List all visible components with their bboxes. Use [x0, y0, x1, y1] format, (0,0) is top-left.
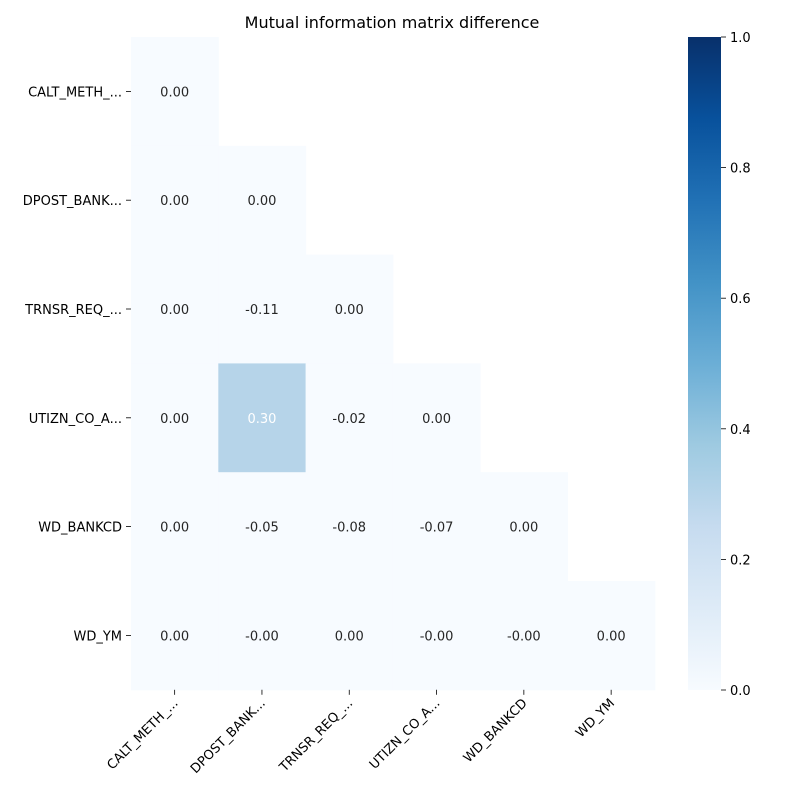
heatmap-cell — [567, 581, 656, 691]
heatmap-cell — [392, 363, 481, 473]
x-axis: CALT_METH_... DPOST_BANK... TRNSR_REQ_... U… — [104, 689, 618, 777]
cell-value-label: -0.11 — [245, 303, 279, 318]
heatmap-cell — [392, 581, 481, 691]
heatmap-cell — [305, 472, 394, 582]
cell-value-label: -0.05 — [245, 521, 279, 536]
colorbar-gradient — [688, 37, 721, 690]
heatmap-cell — [131, 254, 219, 364]
y-tick-label: TRNSR_REQ_... — [24, 303, 122, 318]
y-tick-label: CALT_METH_... — [28, 85, 122, 100]
cell-value-label: 0.00 — [422, 412, 451, 427]
x-tick-label: UTIZN_CO_A... — [367, 696, 444, 773]
colorbar-ticks: 0.0 0.2 0.4 0.6 0.8 1.0 — [721, 31, 751, 699]
y-axis: CALT_METH_... DPOST_BANK... TRNSR_REQ_... U… — [23, 85, 131, 644]
colorbar-tick-label: 0.4 — [730, 423, 751, 438]
cell-value-label: 0.00 — [160, 629, 189, 644]
cell-value-label: -0.07 — [420, 521, 454, 536]
heatmap-cell — [218, 145, 307, 256]
colorbar-tick-label: 0.2 — [730, 553, 751, 568]
heatmap-cell — [131, 581, 219, 691]
heatmap-cell-labels: 0.00 0.00 0.00 0.00 -0.11 0.00 0.00 0.30 -0.02 0.… — [160, 85, 625, 644]
y-tick-label: UTIZN_CO_A... — [29, 412, 122, 427]
cell-value-label: 0.00 — [160, 85, 189, 100]
heatmap-cell — [131, 363, 219, 473]
colorbar-tick-label: 0.8 — [730, 162, 751, 177]
cell-value-label: -0.08 — [332, 521, 366, 536]
colorbar-tick-label: 0.0 — [730, 684, 751, 699]
heatmap-cell — [131, 145, 219, 256]
y-tick-label: WD_YM — [73, 629, 122, 644]
cell-value-label: 0.00 — [160, 303, 189, 318]
cell-value-label: 0.00 — [335, 629, 364, 644]
cell-value-label: 0.00 — [597, 629, 626, 644]
heatmap-cell — [218, 581, 307, 691]
heatmap-cell — [131, 472, 219, 582]
x-tick-label: WD_BANKCD — [461, 696, 531, 766]
cell-value-label: 0.00 — [335, 303, 364, 318]
cell-value-label: -0.00 — [245, 629, 279, 644]
heatmap-cell — [218, 254, 307, 364]
cell-value-label: 0.00 — [509, 521, 538, 536]
x-tick-label: TRNSR_REQ_... — [276, 696, 356, 776]
cell-value-label: 0.00 — [247, 194, 276, 209]
x-tick-label: CALT_METH_... — [104, 696, 181, 773]
cell-value-label: 0.00 — [160, 194, 189, 209]
heatmap-cell — [392, 472, 481, 582]
heatmap-cell — [131, 37, 219, 147]
cell-value-label: 0.00 — [160, 412, 189, 427]
cell-value-label: -0.00 — [507, 629, 541, 644]
heatmap-cell — [480, 581, 568, 691]
heatmap-cell — [480, 472, 568, 582]
heatmap-cell — [218, 472, 307, 582]
heatmap-cell — [305, 254, 394, 364]
heatmap-cell — [305, 363, 394, 473]
colorbar: 0.0 0.2 0.4 0.6 0.8 1.0 — [688, 31, 751, 699]
cell-value-label: 0.30 — [247, 412, 276, 427]
colorbar-tick-label: 0.6 — [730, 292, 751, 307]
cell-value-label: -0.00 — [420, 629, 454, 644]
y-tick-label: WD_BANKCD — [38, 521, 122, 536]
cell-value-label: 0.00 — [160, 521, 189, 536]
colorbar-tick-label: 1.0 — [730, 31, 751, 46]
y-tick-label: DPOST_BANK... — [23, 194, 122, 209]
chart-title: Mutual information matrix difference — [245, 13, 540, 32]
heatmap-cell — [305, 581, 394, 691]
x-tick-label: DPOST_BANK... — [188, 696, 269, 777]
heatmap-cell — [218, 363, 307, 473]
heatmap-cells — [131, 37, 656, 691]
x-tick-label: WD_YM — [573, 696, 618, 741]
cell-value-label: -0.02 — [332, 412, 366, 427]
